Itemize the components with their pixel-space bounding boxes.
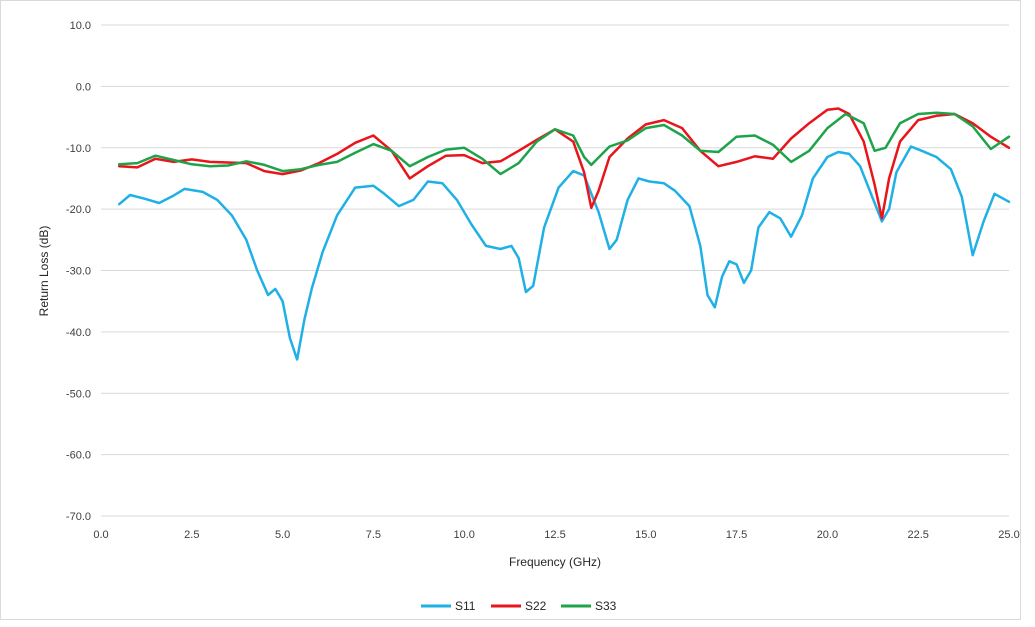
series-line-s33 <box>117 111 1011 176</box>
x-tick-label: 17.5 <box>726 529 747 541</box>
y-tick-label: -30.0 <box>66 266 91 278</box>
y-tick-labels: 10.0 0.0 -10.0 -20.0 -30.0 -40.0 -50.0 -60.0 -70… <box>66 20 91 523</box>
y-tick-label: -20.0 <box>66 204 91 216</box>
x-tick-label: 7.5 <box>366 529 381 541</box>
y-axis-title: Return Loss (dB) <box>37 226 51 317</box>
x-tick-label: 5.0 <box>275 529 290 541</box>
legend-label-s22: S22 <box>525 599 547 613</box>
legend: S11 S22 S33 <box>421 599 617 613</box>
legend-label-s11: S11 <box>455 599 476 613</box>
series-line-s22 <box>117 107 1011 220</box>
y-tick-label: -60.0 <box>66 450 91 462</box>
line-chart: 10.0 0.0 -10.0 -20.0 -30.0 -40.0 -50.0 -60.0 -70… <box>37 20 1020 613</box>
x-tick-label: 12.5 <box>544 529 565 541</box>
y-tick-label: -10.0 <box>66 143 91 155</box>
chart-frame: 10.0 0.0 -10.0 -20.0 -30.0 -40.0 -50.0 -60.0 -70… <box>0 0 1021 620</box>
y-tick-label: -40.0 <box>66 327 91 339</box>
y-tick-label: -70.0 <box>66 511 91 523</box>
x-tick-label: 10.0 <box>453 529 474 541</box>
series-lines <box>117 107 1011 361</box>
x-tick-label: 25.0 <box>998 529 1019 541</box>
y-tick-label: 0.0 <box>76 81 91 93</box>
x-tick-label: 20.0 <box>817 529 838 541</box>
x-tick-label: 0.0 <box>93 529 108 541</box>
x-tick-label: 2.5 <box>184 529 199 541</box>
gridlines <box>101 24 1009 517</box>
x-tick-label: 22.5 <box>907 529 928 541</box>
x-tick-labels: 0.0 2.5 5.0 7.5 10.0 12.5 15.0 17.5 20.0 22.5 25.0 <box>93 529 1019 541</box>
y-tick-label: -50.0 <box>66 388 91 400</box>
x-tick-label: 15.0 <box>635 529 656 541</box>
series-line-s11 <box>117 145 1011 361</box>
y-tick-label: 10.0 <box>70 20 91 32</box>
legend-label-s33: S33 <box>595 599 617 613</box>
x-axis-title: Frequency (GHz) <box>509 555 601 569</box>
